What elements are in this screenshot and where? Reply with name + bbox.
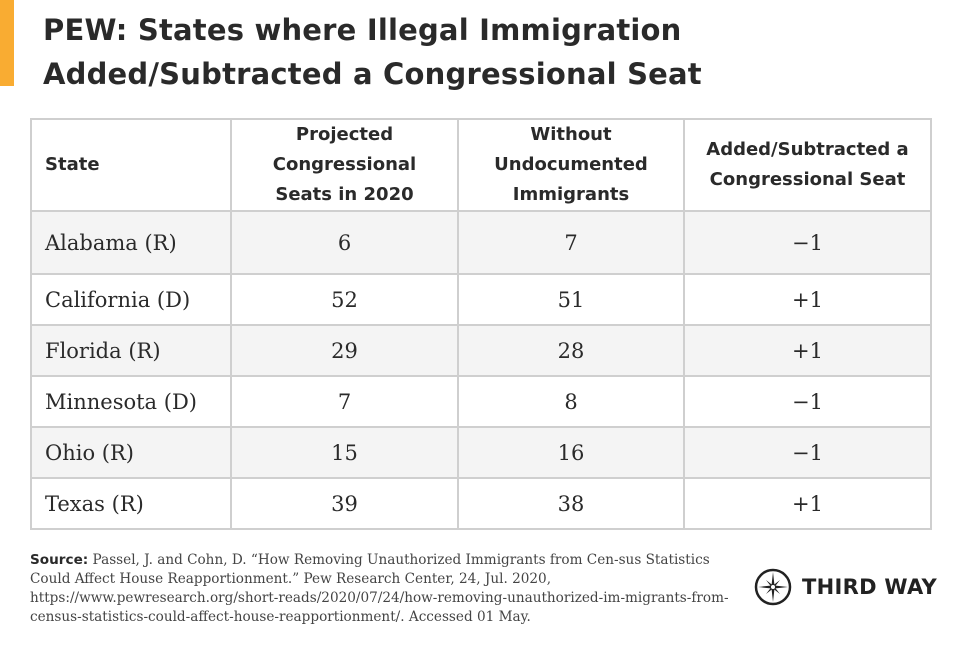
state-cell: Ohio (R) <box>30 426 232 479</box>
column-header-line: Without <box>530 124 612 145</box>
table-header-row: State Projected Congressional Seats in 2020… <box>30 118 932 212</box>
projected-seats-cell: 6 <box>230 210 459 275</box>
state-cell: Minnesota (D) <box>30 375 232 428</box>
without-undocumented-cell: 7 <box>457 210 685 275</box>
column-header-line: Undocumented <box>494 154 648 175</box>
projected-seats-cell: 15 <box>230 426 459 479</box>
seat-change-cell: +1 <box>683 324 932 377</box>
seat-change-cell: +1 <box>683 273 932 326</box>
third-way-logo: THIRD WAY <box>754 568 937 606</box>
seat-change-cell: −1 <box>683 375 932 428</box>
state-cell: Texas (R) <box>30 477 232 530</box>
column-header: Without Undocumented Immigrants <box>457 118 685 212</box>
state-cell: Alabama (R) <box>30 210 232 275</box>
column-header-line: Projected <box>295 124 394 145</box>
title-line-2: Added/Subtracted a Congressional Seat <box>43 57 702 91</box>
column-header-line: Congressional Seat <box>709 169 906 190</box>
without-undocumented-cell: 28 <box>457 324 685 377</box>
without-undocumented-cell: 51 <box>457 273 685 326</box>
column-header-line: Added/Subtracted a <box>706 139 909 160</box>
projected-seats-cell: 52 <box>230 273 459 326</box>
column-header: Projected Congressional Seats in 2020 <box>230 118 459 212</box>
projected-seats-cell: 29 <box>230 324 459 377</box>
table-row: Alabama (R) 6 7 −1 <box>30 210 932 275</box>
projected-seats-cell: 7 <box>230 375 459 428</box>
without-undocumented-cell: 8 <box>457 375 685 428</box>
table-row: Florida (R) 29 28 +1 <box>30 324 932 377</box>
projected-seats-cell: 39 <box>230 477 459 530</box>
title-line-1: PEW: States where Illegal Immigration <box>43 13 682 47</box>
source-text: Passel, J. and Cohn, D. “How Removing Un… <box>30 552 729 625</box>
table-row: Ohio (R) 15 16 −1 <box>30 426 932 479</box>
column-header-line: Congressional <box>272 154 417 175</box>
without-undocumented-cell: 38 <box>457 477 685 530</box>
column-header-line: Immigrants <box>512 184 630 205</box>
page-title: PEW: States where Illegal Immigration Ad… <box>43 8 702 96</box>
seats-table: State Projected Congressional Seats in 2020… <box>30 118 932 530</box>
table-row: Texas (R) 39 38 +1 <box>30 477 932 530</box>
column-header-line: Seats in 2020 <box>275 184 414 205</box>
without-undocumented-cell: 16 <box>457 426 685 479</box>
state-cell: California (D) <box>30 273 232 326</box>
column-header: Added/Subtracted a Congressional Seat <box>683 118 932 212</box>
source-note: Source: Passel, J. and Cohn, D. “How Rem… <box>30 551 730 627</box>
seat-change-cell: −1 <box>683 210 932 275</box>
table-row: California (D) 52 51 +1 <box>30 273 932 326</box>
seat-change-cell: +1 <box>683 477 932 530</box>
state-cell: Florida (R) <box>30 324 232 377</box>
table-row: Minnesota (D) 7 8 −1 <box>30 375 932 428</box>
logo-text: THIRD WAY <box>802 575 937 599</box>
column-header: State <box>30 118 232 212</box>
seat-change-cell: −1 <box>683 426 932 479</box>
compass-star-icon <box>754 568 792 606</box>
source-label: Source: <box>30 552 89 568</box>
column-header-line: State <box>45 154 100 175</box>
accent-bar <box>0 0 14 86</box>
